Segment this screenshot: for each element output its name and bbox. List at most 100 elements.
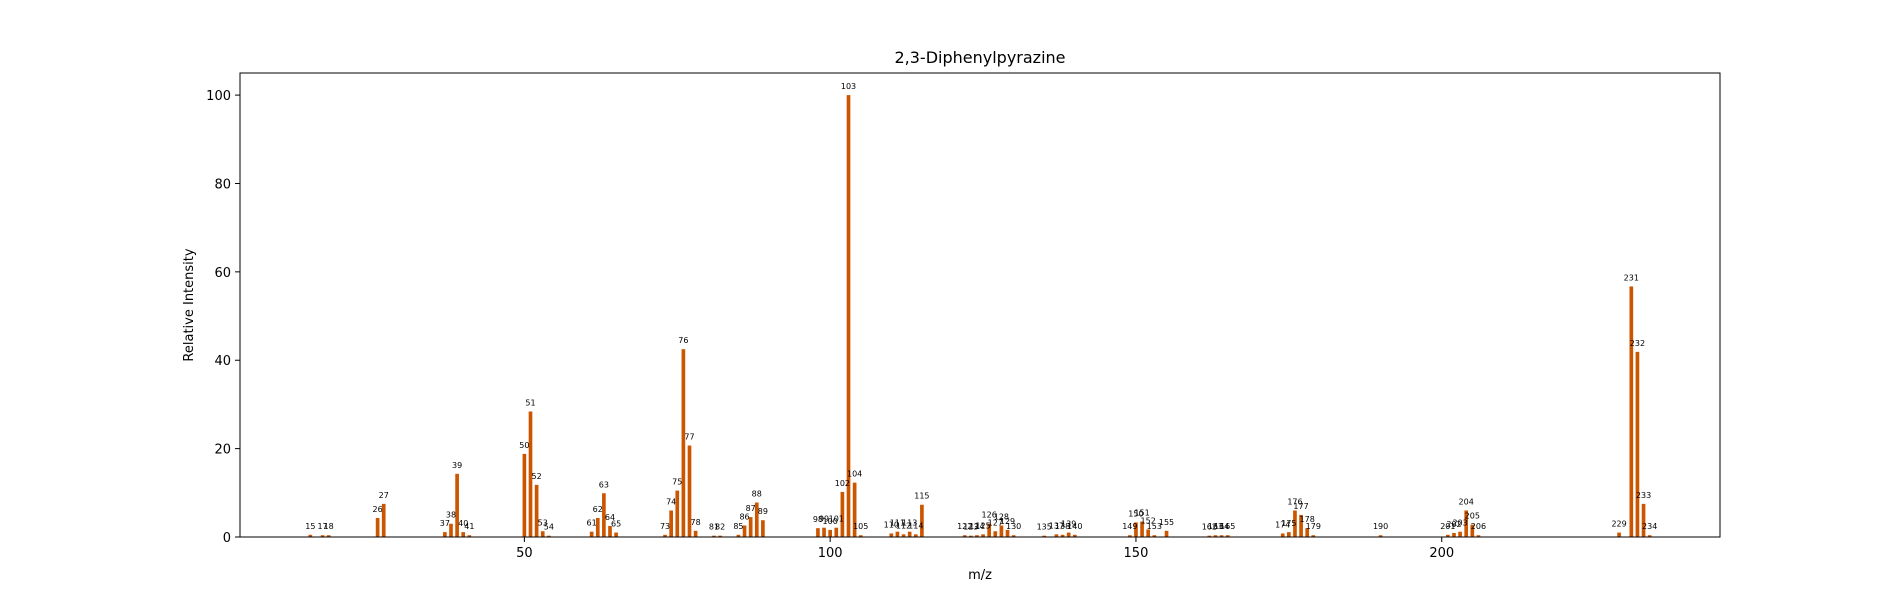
y-tick-label: 80 [214,177,231,192]
peak-bar-18 [326,535,331,537]
y-axis-label: Relative Intensity [182,248,197,361]
peak-bar-152 [1146,529,1151,537]
peak-label-110: 110 [884,520,899,529]
peak-bar-126 [987,523,992,537]
peak-label-27: 27 [379,491,389,500]
peak-bar-98 [816,528,820,537]
peak-label-41: 41 [464,522,474,531]
peak-bar-232 [1635,351,1640,537]
peak-label-233: 233 [1636,491,1651,500]
peak-bar-37 [443,532,447,537]
peak-bar-26 [375,518,380,537]
peak-label-65: 65 [611,520,621,529]
peak-bar-229 [1617,532,1621,537]
bars-group [308,95,1652,537]
peak-label-87: 87 [746,504,756,513]
peak-label-162: 162 [1202,523,1217,532]
peak-bar-89 [761,520,765,537]
peak-label-98: 98 [813,515,823,524]
peak-bar-103 [846,95,851,537]
peak-bar-124 [975,535,979,537]
peak-label-176: 176 [1287,497,1302,506]
peak-label-37: 37 [440,519,450,528]
peak-bar-87 [748,517,753,537]
x-tick-label: 150 [1124,546,1149,561]
peak-bar-88 [754,502,759,537]
peak-label-89: 89 [758,507,768,516]
peak-label-74: 74 [666,497,676,506]
peak-label-175: 175 [1281,519,1296,528]
x-tick-label: 50 [516,546,533,561]
peak-bar-176 [1293,510,1297,537]
peak-bar-111 [895,531,900,537]
x-tick-label: 100 [818,546,843,561]
peak-label-190: 190 [1373,522,1388,531]
peak-bar-151 [1140,521,1144,537]
peak-label-105: 105 [853,522,868,531]
peak-label-112: 112 [896,521,911,530]
peak-bar-74 [669,510,673,537]
peak-bar-140 [1072,534,1077,537]
peak-label-101: 101 [829,515,844,524]
y-tick-label: 20 [214,443,231,458]
peak-bar-102 [840,491,845,537]
peak-label-231: 231 [1624,273,1639,282]
peak-bar-65 [614,532,618,537]
peak-bar-40 [461,532,466,537]
peak-bar-41 [467,535,472,537]
peak-label-51: 51 [525,399,535,408]
peak-bar-15 [308,534,313,537]
peak-label-38: 38 [446,511,456,520]
peak-bar-81 [712,535,716,537]
peak-label-18: 18 [324,522,334,531]
peak-bar-163 [1213,535,1218,537]
x-axis-label: m/z [968,568,992,583]
peak-bar-179 [1311,535,1316,537]
peak-label-174: 174 [1275,520,1290,529]
peak-label-163: 163 [1208,522,1223,531]
peak-bar-52 [534,484,539,537]
peak-bar-135 [1042,535,1047,537]
peak-label-206: 206 [1471,522,1486,531]
peak-label-54: 54 [544,523,554,532]
y-tick-label: 60 [214,266,231,281]
peak-bar-130 [1011,535,1016,537]
x-tick-label: 200 [1429,546,1454,561]
peak-label-115: 115 [914,492,929,501]
y-axis-ticks: 0 20 40 60 80 100 [206,89,240,546]
peak-label-61: 61 [587,519,597,528]
peak-label-73: 73 [660,522,670,531]
peak-label-138: 138 [1055,522,1070,531]
peak-bar-139 [1066,532,1071,537]
peak-bar-99 [822,527,826,537]
peak-label-75: 75 [672,478,682,487]
peak-label-77: 77 [684,433,694,442]
peak-label-128: 128 [994,513,1009,522]
peak-bar-190 [1378,535,1383,537]
peak-label-126: 126 [982,511,997,520]
peak-label-137: 137 [1049,521,1064,530]
peak-label-232: 232 [1630,339,1645,348]
peak-label-78: 78 [691,518,701,527]
peak-label-99: 99 [819,515,829,524]
peak-bar-75 [675,490,680,537]
peak-bar-54 [547,535,551,537]
peak-label-177: 177 [1293,502,1308,511]
peak-label-130: 130 [1006,522,1021,531]
peak-label-229: 229 [1611,520,1626,529]
peak-bar-50 [522,453,527,537]
peak-bar-51 [528,411,533,537]
peak-bar-100 [828,529,832,537]
peak-label-82: 82 [715,523,725,532]
peak-bar-82 [718,535,722,537]
peak-label-114: 114 [908,521,923,530]
peak-label-150: 150 [1128,509,1143,518]
peak-bar-17 [320,535,325,537]
peak-label-152: 152 [1141,516,1156,525]
peak-bar-64 [608,525,612,537]
peak-label-125: 125 [975,521,990,530]
peak-bar-114 [913,534,918,537]
peak-bar-38 [449,523,453,537]
peak-bar-39 [455,473,459,537]
